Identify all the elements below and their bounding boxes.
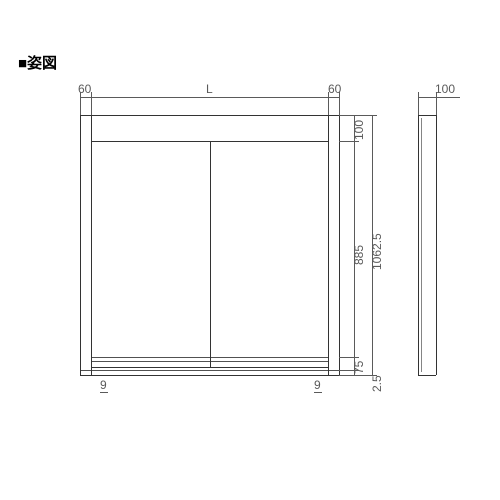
dim-bottom-right: 9 [314,378,321,392]
dim-top-left: 60 [78,82,91,96]
dim-r-ext-top [339,115,377,116]
front-center-divider [210,141,211,367]
side-top [418,115,436,116]
dim-right-100: 100 [352,120,366,140]
front-outer-bottom [80,375,340,376]
side-inner [421,118,422,372]
drawing-canvas: ■姿図 60 L 60 100 9 9 [0,0,500,500]
dim-top-mid: L [206,82,213,96]
drawing-title: ■姿図 [18,52,57,73]
dim-bottom-ul-r [314,392,322,393]
front-outer-left [80,115,81,375]
front-outer-top [80,115,340,116]
dim-side-top-line [418,97,460,98]
dim-r-ext-hdr [339,141,359,142]
dim-bottom-left: 9 [100,378,107,392]
dim-side-ext-1 [418,92,419,115]
dim-r-ext-inbot [339,357,359,358]
dim-side-top: 100 [435,82,455,96]
dim-right-885: 885 [352,245,366,265]
front-outer-right [339,115,340,375]
side-left [418,115,419,375]
front-inner-right [328,115,329,375]
front-inner-left [91,115,92,375]
dim-right-2p5: 2.5 [370,375,384,392]
dim-top-line [80,97,340,98]
side-bottom [418,375,436,376]
front-inner-bottom [91,367,329,368]
dim-right-75: 75 [352,361,366,374]
front-rail-a [91,357,329,358]
front-rail-b [91,361,329,362]
dim-top-right: 60 [328,82,341,96]
dim-right-1062: 1062.5 [370,233,384,270]
dim-bottom-ul-l [100,392,108,393]
front-rail-c [80,370,340,371]
side-right [436,115,437,375]
